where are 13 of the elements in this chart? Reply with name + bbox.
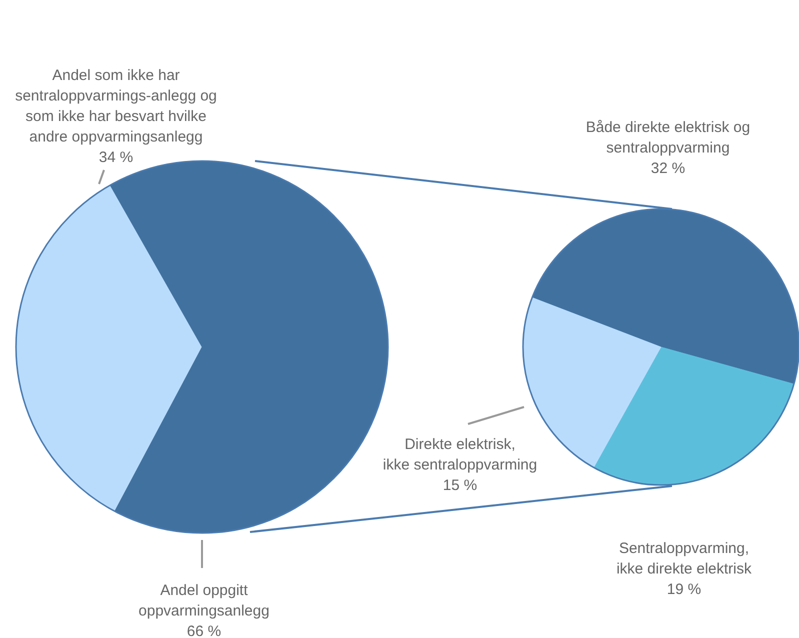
data-label: 66 %: [186, 623, 222, 638]
slice-label: Direkte elektrisk, ikke sentraloppvarming: [382, 436, 538, 474]
data-label: 15 %: [442, 477, 478, 494]
data-label: 34 %: [98, 149, 134, 166]
pie-slice: [16, 185, 202, 512]
data-label: 19 %: [666, 581, 702, 598]
data-label: 32 %: [650, 160, 686, 177]
slice-label: Sentraloppvarming, ikke direkte elektrisk: [616, 540, 752, 578]
pie-slice: [593, 346, 794, 486]
pie-slice: [532, 209, 799, 384]
slice-label: Andel oppgitt oppvarmingsanlegg: [138, 582, 270, 620]
slice-label: Både direkte elektrisk og sentraloppvarming: [586, 119, 750, 156]
slice-label: Andel som ikke har sentraloppvarmings-anlegg og som ikke har besvart hvilke andre oppvarmingsanlegg: [15, 67, 217, 146]
